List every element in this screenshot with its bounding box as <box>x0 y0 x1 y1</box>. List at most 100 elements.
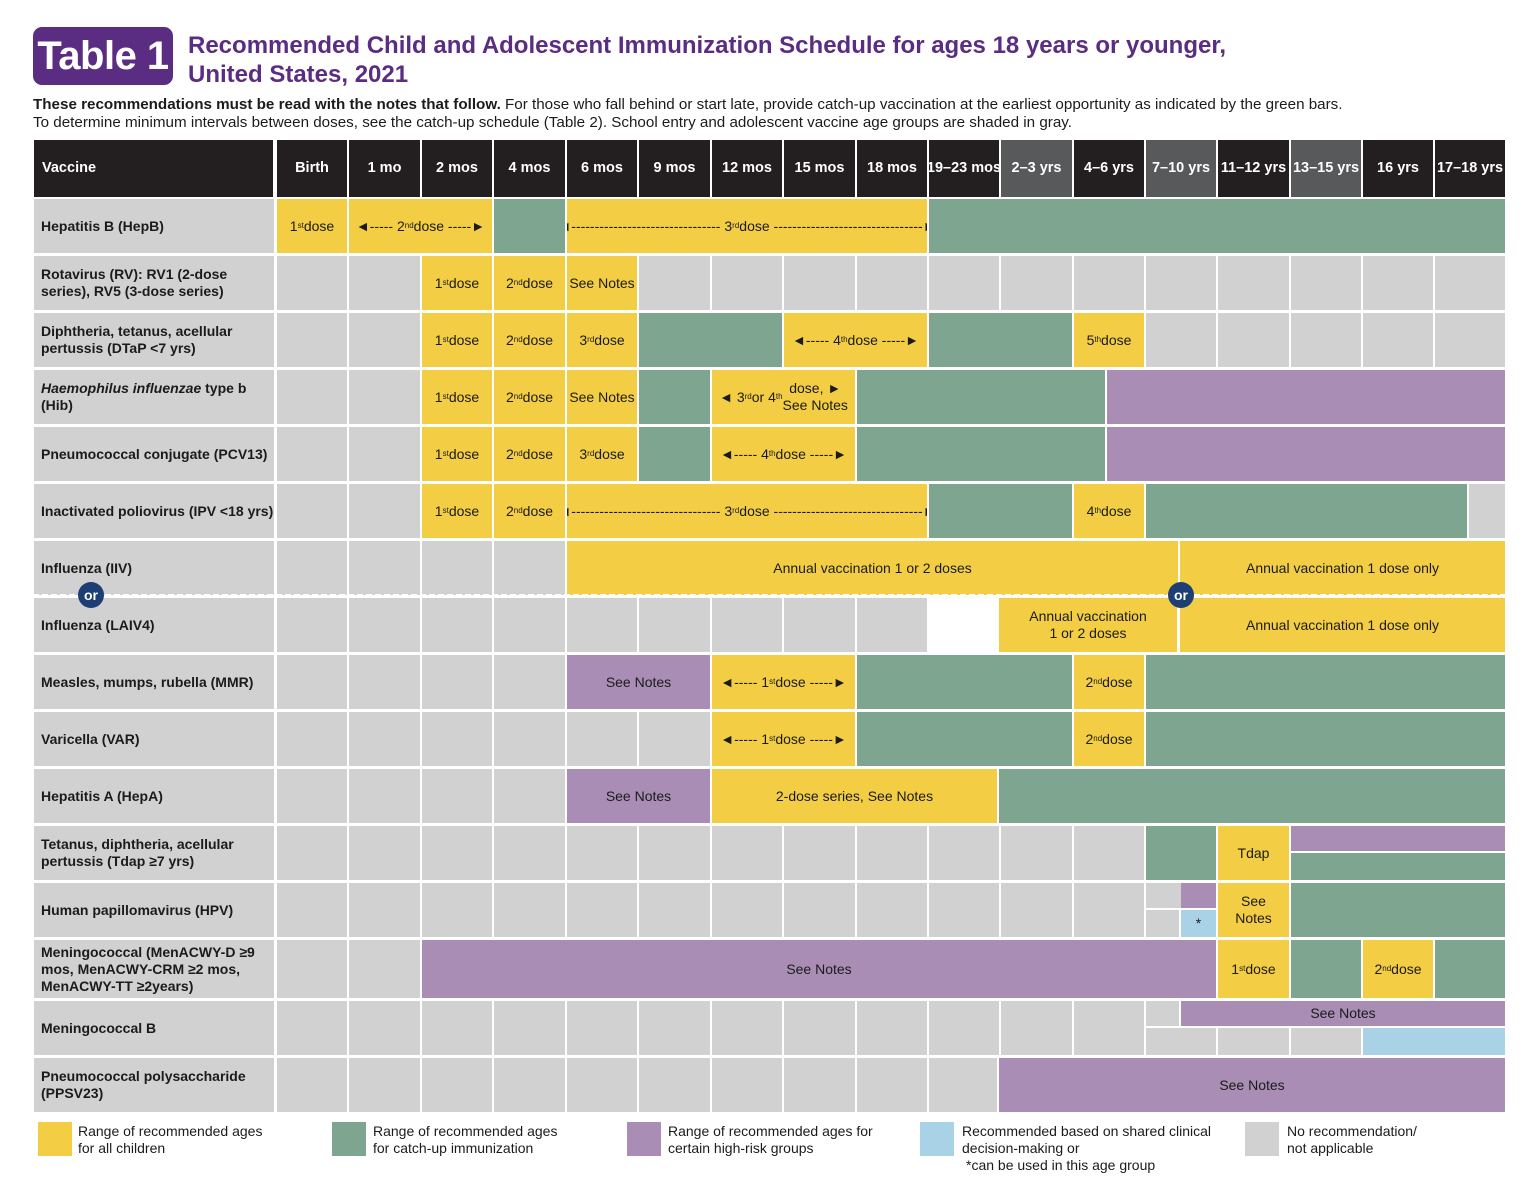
empty-cell <box>422 541 492 595</box>
empty-cell <box>494 1001 565 1055</box>
empty-cell <box>349 541 420 595</box>
empty-cell <box>567 883 637 937</box>
hib-italic: Haemophilus influenzae type b (Hib) <box>41 380 247 413</box>
empty-cell <box>494 1058 565 1112</box>
column-header: 4 mos <box>494 140 565 197</box>
vaccine-name: Influenza (LAIV4) <box>34 598 274 652</box>
vaccine-name: Hepatitis A (HepA) <box>34 769 274 823</box>
legend-label-line: Recommended based on shared clinical <box>962 1123 1212 1139</box>
influenza-annual-1-or-2: Annual vaccination 1 or 2 doses <box>567 541 1178 595</box>
empty-cell <box>422 826 492 880</box>
empty-cell <box>929 1058 997 1112</box>
empty-cell <box>1074 1001 1144 1055</box>
legend-label-line: Range of recommended ages <box>373 1123 558 1139</box>
empty-cell <box>277 940 347 998</box>
schedule-cell <box>1435 940 1505 998</box>
empty-cell <box>422 655 492 709</box>
laiv-annual-1-or-2: Annual vaccination 1 or 2 doses <box>999 598 1177 652</box>
influenza-divider <box>33 594 1506 597</box>
column-header: 11–12 yrs <box>1218 140 1289 197</box>
dose-cell: See Notes <box>567 256 637 310</box>
column-header: 1 mo <box>349 140 420 197</box>
schedule-cell <box>999 769 1505 823</box>
empty-cell <box>929 826 999 880</box>
empty-cell <box>494 655 565 709</box>
empty-cell <box>277 484 347 538</box>
shared-decision-cell <box>1363 1028 1505 1055</box>
empty-cell <box>349 769 420 823</box>
empty-cell <box>784 598 855 652</box>
empty-cell <box>422 712 492 766</box>
or-badge-right: or <box>1168 582 1194 608</box>
vaccine-name: Hepatitis B (HepB) <box>34 199 274 253</box>
legend-label-line: not applicable <box>1287 1140 1374 1156</box>
schedule-cell <box>639 427 710 481</box>
empty-cell <box>712 1058 782 1112</box>
empty-cell <box>349 256 420 310</box>
empty-cell <box>349 427 420 481</box>
empty-cell <box>349 484 420 538</box>
empty-cell <box>277 541 347 595</box>
empty-cell <box>1001 826 1072 880</box>
empty-cell <box>1146 313 1216 367</box>
page-title: Recommended Child and Adolescent Immuniz… <box>188 31 1488 89</box>
empty-cell <box>349 883 420 937</box>
dose-cell: See Notes <box>567 370 637 424</box>
schedule-cell <box>639 370 710 424</box>
title-line-1: Recommended Child and Adolescent Immuniz… <box>188 32 1227 59</box>
empty-cell <box>277 1058 347 1112</box>
empty-cell <box>857 256 927 310</box>
empty-cell <box>349 826 420 880</box>
empty-cell <box>349 370 420 424</box>
title-line-2: United States, 2021 <box>188 61 409 88</box>
vaccine-name: Pneumococcal conjugate (PCV13) <box>34 427 274 481</box>
empty-cell <box>784 1001 855 1055</box>
empty-cell <box>639 256 710 310</box>
empty-cell <box>1435 313 1505 367</box>
empty-cell <box>349 1058 420 1112</box>
empty-cell <box>857 826 927 880</box>
legend-label: No recommendation/not applicable <box>1287 1123 1417 1157</box>
empty-cell <box>857 598 927 652</box>
empty-cell <box>494 883 565 937</box>
empty-cell <box>567 598 637 652</box>
empty-cell <box>1146 1028 1216 1055</box>
intro-rest: For those who fall behind or start late,… <box>500 96 1343 113</box>
empty-cell <box>277 256 347 310</box>
schedule-cell <box>929 313 1072 367</box>
intro-line-2: To determine minimum intervals between d… <box>33 114 1072 131</box>
column-header: 2–3 yrs <box>1001 140 1072 197</box>
empty-cell <box>712 1001 782 1055</box>
vaccine-name: Haemophilus influenzae type b (Hib) <box>34 370 274 424</box>
empty-cell <box>422 1058 492 1112</box>
legend-label: Range of recommended ages for certain hig… <box>668 1123 873 1157</box>
legend-label-line: for catch-up immunization <box>373 1140 534 1156</box>
schedule-cell <box>857 712 1072 766</box>
schedule-cell <box>857 655 1072 709</box>
empty-cell <box>1146 1001 1179 1026</box>
schedule-cell <box>1291 883 1505 937</box>
vaccine-name: Tetanus, diphtheria, acellular pertussis… <box>34 826 274 880</box>
schedule-cell <box>1107 427 1505 481</box>
empty-cell <box>1291 313 1361 367</box>
empty-cell <box>422 769 492 823</box>
legend-label: Range of recommended ages for all childre… <box>78 1123 262 1157</box>
vaccine-name: Meningococcal B <box>34 1001 274 1055</box>
dose-cell: Tdap <box>1218 826 1289 880</box>
empty-cell <box>712 598 782 652</box>
vaccine-name: Human papillomavirus (HPV) <box>34 883 274 937</box>
empty-cell <box>1001 1001 1072 1055</box>
column-header: 12 mos <box>712 140 782 197</box>
empty-cell <box>422 598 492 652</box>
dose-cell: See Notes <box>567 655 710 709</box>
